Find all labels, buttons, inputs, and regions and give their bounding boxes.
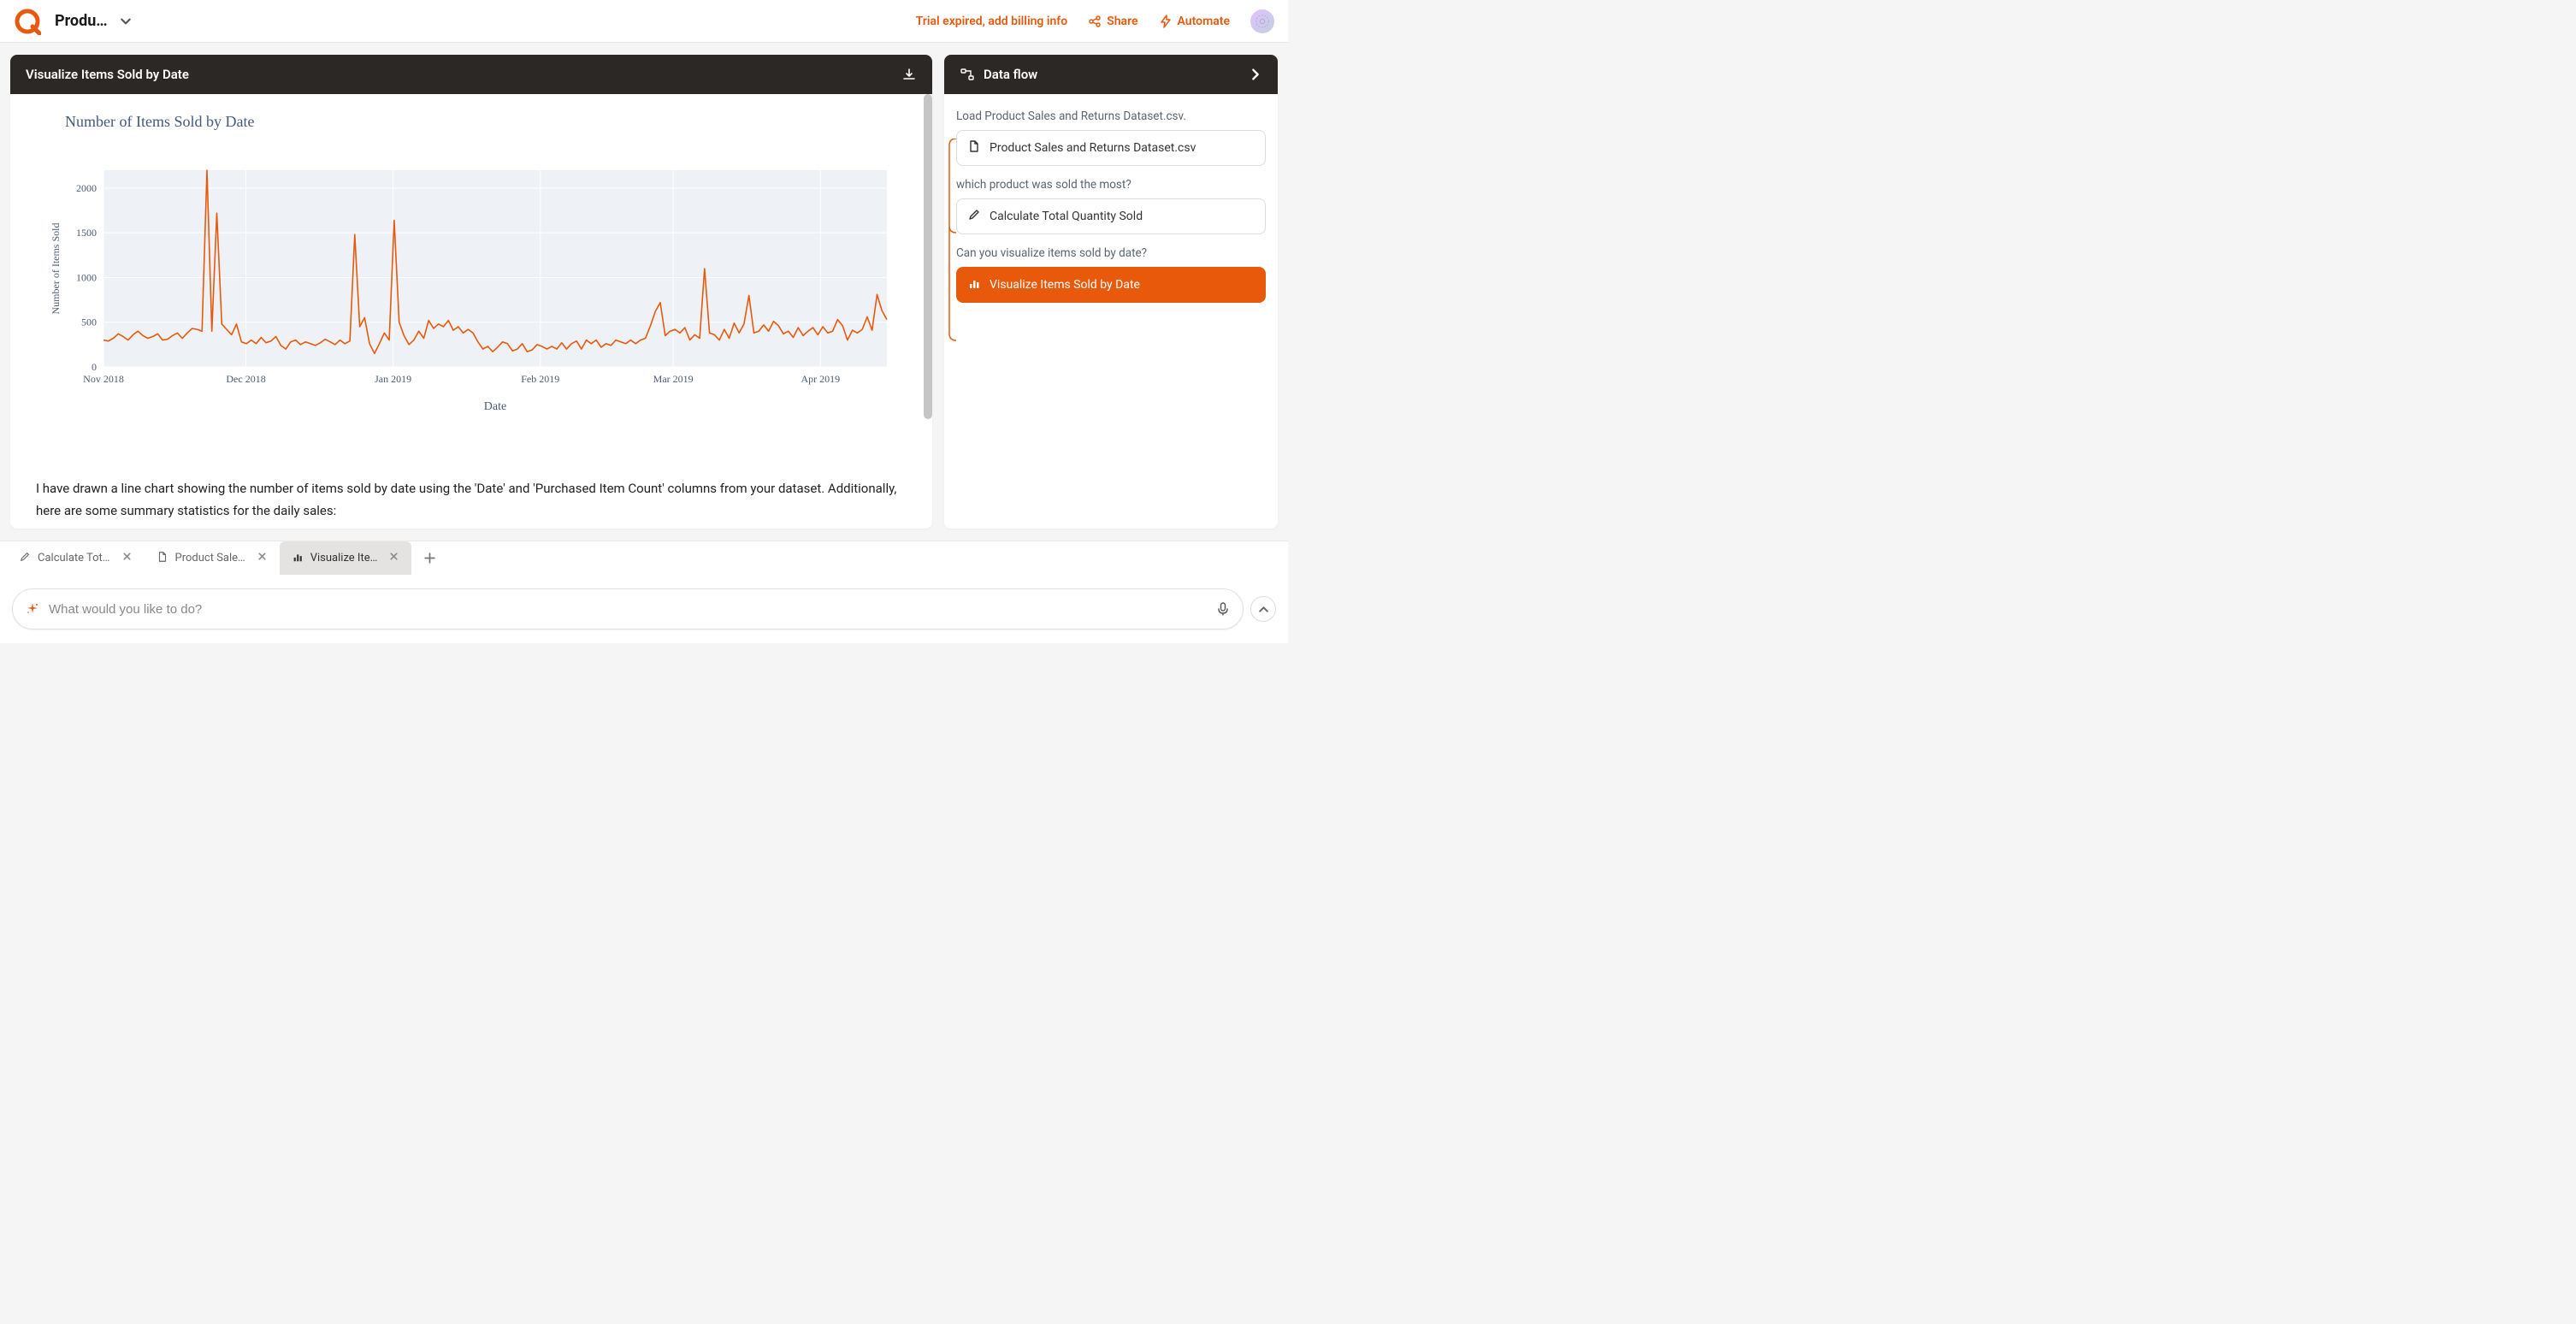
viz-panel-header: Visualize Items Sold by Date <box>10 55 932 94</box>
svg-text:0: 0 <box>92 361 97 373</box>
data-flow-panel: Data flow Load Product Sales and Returns… <box>944 55 1278 529</box>
top-header: Produ… Trial expired, add billing info S… <box>0 0 1288 43</box>
download-icon[interactable] <box>901 67 917 82</box>
svg-text:Number of Items Sold: Number of Items Sold <box>50 223 62 315</box>
svg-text:Jan 2019: Jan 2019 <box>375 373 411 385</box>
scrollbar-track[interactable] <box>924 94 932 529</box>
bar-chart-icon <box>967 276 981 293</box>
project-title[interactable]: Produ… <box>55 12 108 30</box>
svg-text:Apr 2019: Apr 2019 <box>801 373 840 385</box>
svg-text:Dec 2018: Dec 2018 <box>226 373 265 385</box>
svg-text:Feb 2019: Feb 2019 <box>521 373 559 385</box>
svg-text:1500: 1500 <box>76 227 97 239</box>
trial-warning[interactable]: Trial expired, add billing info <box>916 15 1067 28</box>
visualization-panel: Visualize Items Sold by Date Number of I… <box>10 55 932 529</box>
svg-text:500: 500 <box>81 316 97 328</box>
flow-panel-header: Data flow <box>944 55 1278 94</box>
svg-text:Date: Date <box>484 400 506 413</box>
collapse-button[interactable] <box>1250 596 1276 622</box>
plus-icon <box>423 552 436 564</box>
sparkle-icon <box>25 601 40 617</box>
flow-prompt: Load Product Sales and Returns Dataset.c… <box>956 109 1266 123</box>
project-dropdown-icon[interactable] <box>120 15 132 27</box>
close-icon[interactable] <box>117 552 132 564</box>
svg-text:1000: 1000 <box>76 271 97 283</box>
tab-label: Calculate Tot… <box>38 552 110 564</box>
tab-label: Visualize Ite… <box>310 552 378 564</box>
flow-prompt: Can you visualize items sold by date? <box>956 246 1266 260</box>
prompt-input[interactable] <box>49 602 1207 617</box>
prompt-row <box>0 575 1288 643</box>
viz-panel-title: Visualize Items Sold by Date <box>26 67 189 82</box>
share-icon <box>1088 15 1102 28</box>
bar-chart-icon <box>292 551 304 566</box>
main-content-row: Visualize Items Sold by Date Number of I… <box>0 43 1288 541</box>
svg-text:Nov 2018: Nov 2018 <box>83 373 124 385</box>
share-label: Share <box>1107 15 1137 28</box>
flow-prompt: which product was sold the most? <box>956 178 1266 192</box>
app-logo[interactable] <box>14 8 41 35</box>
flow-panel-title: Data flow <box>984 67 1037 82</box>
share-button[interactable]: Share <box>1088 15 1137 28</box>
close-icon[interactable] <box>384 552 399 564</box>
chevron-right-icon[interactable] <box>1249 68 1262 81</box>
flow-card[interactable]: Calculate Total Quantity Sold <box>956 198 1266 234</box>
flow-card[interactable]: Product Sales and Returns Dataset.csv <box>956 130 1266 166</box>
automate-label: Automate <box>1178 15 1230 28</box>
file-icon <box>157 551 168 566</box>
chevron-up-icon <box>1258 604 1269 615</box>
tab[interactable]: Calculate Tot… <box>7 541 145 575</box>
tabs-row: Calculate Tot… Product Sale… Visualize Ite… <box>0 541 1288 575</box>
automate-button[interactable]: Automate <box>1159 15 1230 28</box>
flow-card-label: Visualize Items Sold by Date <box>990 278 1140 292</box>
flow-card[interactable]: Visualize Items Sold by Date <box>956 267 1266 303</box>
chart-description: I have drawn a line chart showing the nu… <box>36 478 907 529</box>
flow-connector <box>948 139 957 344</box>
tab-label: Product Sale… <box>175 552 245 564</box>
chart-area: Number of Items Sold by Date 0 500 1000 150… <box>10 94 932 529</box>
prompt-box[interactable] <box>12 588 1244 629</box>
header-actions: Trial expired, add billing info Share Au… <box>916 9 1274 33</box>
microphone-icon[interactable] <box>1215 601 1231 617</box>
pencil-icon <box>967 208 981 225</box>
chart-container: 0 500 1000 1500 2000 Nov 2018 Dec 2018 Jan 2019… <box>36 145 907 418</box>
tab[interactable]: Visualize Ite… <box>280 541 412 575</box>
close-icon[interactable] <box>252 552 267 564</box>
pencil-icon <box>19 551 31 566</box>
flow-card-label: Calculate Total Quantity Sold <box>990 210 1143 223</box>
flow-body: Load Product Sales and Returns Dataset.c… <box>944 94 1278 330</box>
chart-title: Number of Items Sold by Date <box>65 113 907 131</box>
automate-icon <box>1159 15 1173 28</box>
flow-card-label: Product Sales and Returns Dataset.csv <box>990 141 1196 155</box>
tab[interactable]: Product Sale… <box>145 541 280 575</box>
add-tab-button[interactable] <box>411 541 448 575</box>
scrollbar-thumb[interactable] <box>924 94 932 419</box>
flow-icon <box>960 67 975 82</box>
svg-text:2000: 2000 <box>76 182 97 194</box>
file-icon <box>967 139 981 157</box>
user-avatar[interactable] <box>1250 9 1274 33</box>
svg-text:Mar 2019: Mar 2019 <box>653 373 694 385</box>
